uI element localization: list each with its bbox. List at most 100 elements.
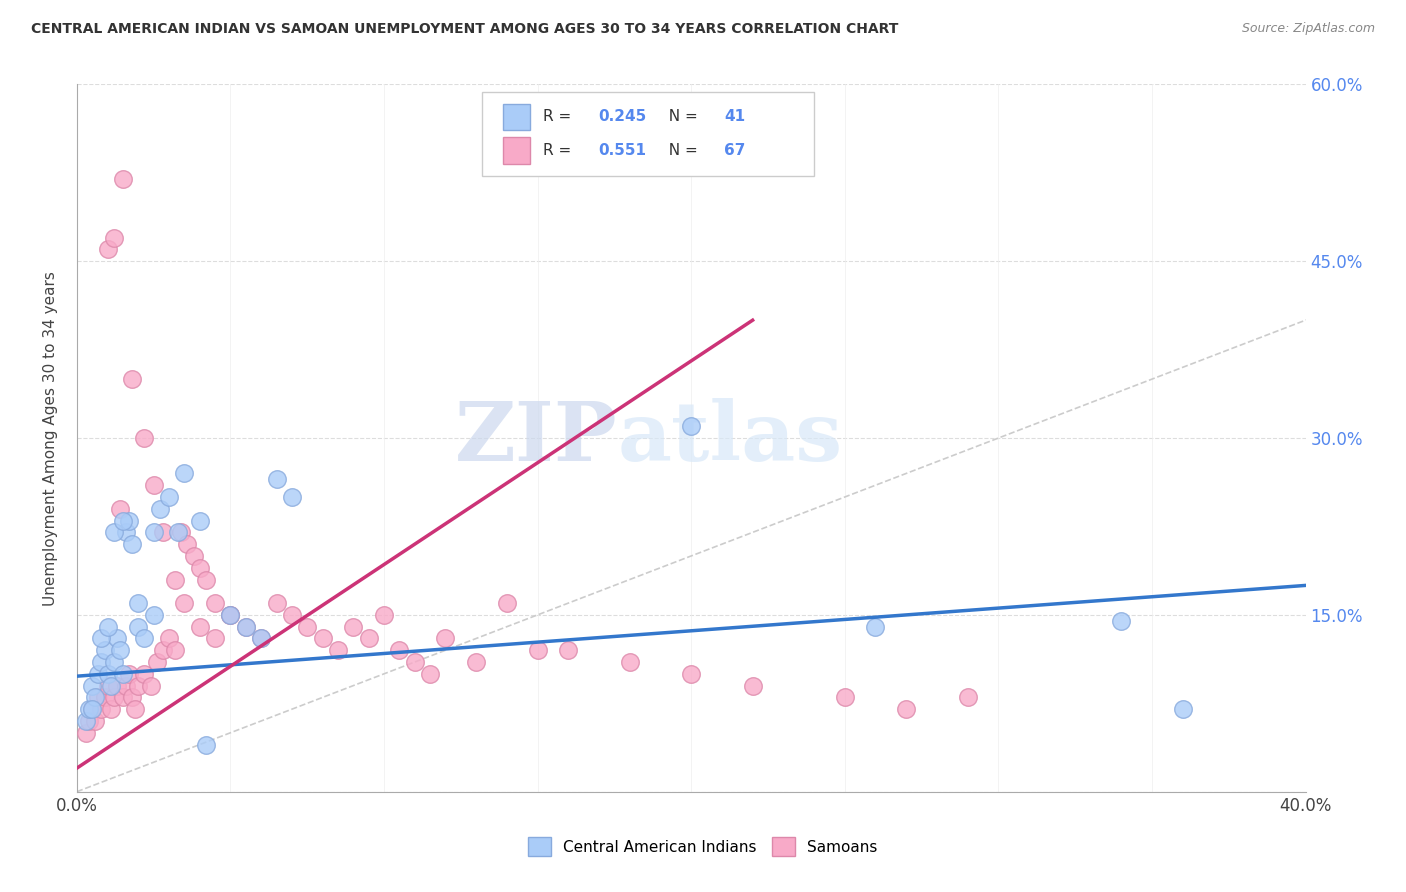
Point	[419, 666, 441, 681]
Point	[342, 620, 364, 634]
Point	[281, 607, 304, 622]
Point	[176, 537, 198, 551]
Point	[127, 596, 149, 610]
Text: atlas: atlas	[617, 398, 842, 478]
Point	[77, 714, 100, 728]
Point	[108, 643, 131, 657]
Text: N =: N =	[659, 143, 703, 158]
Point	[167, 525, 190, 540]
Text: R =: R =	[543, 143, 575, 158]
Point	[142, 525, 165, 540]
Text: N =: N =	[659, 110, 703, 125]
Point	[103, 655, 125, 669]
Point	[496, 596, 519, 610]
Point	[165, 573, 187, 587]
Point	[311, 632, 333, 646]
Point	[434, 632, 457, 646]
Point	[157, 632, 180, 646]
Point	[111, 690, 134, 705]
Point	[93, 643, 115, 657]
Point	[357, 632, 380, 646]
Point	[115, 525, 138, 540]
Point	[235, 620, 257, 634]
Point	[100, 702, 122, 716]
Text: ZIP: ZIP	[456, 398, 617, 478]
Point	[170, 525, 193, 540]
Point	[250, 632, 273, 646]
Point	[188, 560, 211, 574]
Point	[103, 525, 125, 540]
Bar	[503, 136, 530, 163]
Point	[142, 607, 165, 622]
Point	[97, 666, 120, 681]
Point	[326, 643, 349, 657]
Point	[111, 171, 134, 186]
Point	[165, 643, 187, 657]
Point	[103, 230, 125, 244]
Point	[108, 501, 131, 516]
Point	[134, 632, 156, 646]
Point	[118, 514, 141, 528]
Point	[111, 514, 134, 528]
Point	[121, 537, 143, 551]
Point	[619, 655, 641, 669]
Point	[183, 549, 205, 563]
Text: 0.245: 0.245	[598, 110, 647, 125]
Point	[105, 632, 128, 646]
Point	[250, 632, 273, 646]
Point	[93, 690, 115, 705]
Point	[139, 679, 162, 693]
Point	[145, 655, 167, 669]
Point	[741, 679, 763, 693]
Point	[82, 702, 104, 716]
Point	[388, 643, 411, 657]
Point	[97, 620, 120, 634]
Point	[90, 632, 112, 646]
Point	[526, 643, 548, 657]
Text: 67: 67	[724, 143, 745, 158]
Point	[204, 632, 226, 646]
Point	[865, 620, 887, 634]
Text: 0.551: 0.551	[598, 143, 645, 158]
Text: R =: R =	[543, 110, 575, 125]
Point	[194, 573, 217, 587]
Point	[404, 655, 426, 669]
Point	[118, 666, 141, 681]
Point	[84, 714, 107, 728]
Point	[266, 472, 288, 486]
Point	[834, 690, 856, 705]
Point	[77, 702, 100, 716]
Point	[1109, 614, 1132, 628]
Point	[134, 666, 156, 681]
Point	[681, 419, 703, 434]
Point	[465, 655, 488, 669]
Point	[127, 679, 149, 693]
Point	[90, 702, 112, 716]
Text: CENTRAL AMERICAN INDIAN VS SAMOAN UNEMPLOYMENT AMONG AGES 30 TO 34 YEARS CORRELA: CENTRAL AMERICAN INDIAN VS SAMOAN UNEMPL…	[31, 22, 898, 37]
Point	[956, 690, 979, 705]
Text: 41: 41	[724, 110, 745, 125]
Point	[82, 679, 104, 693]
Point	[121, 372, 143, 386]
Point	[173, 596, 195, 610]
Point	[173, 467, 195, 481]
Point	[134, 431, 156, 445]
Point	[97, 679, 120, 693]
Point	[1171, 702, 1194, 716]
Point	[204, 596, 226, 610]
Point	[297, 620, 319, 634]
Point	[105, 679, 128, 693]
Legend: Central American Indians, Samoans: Central American Indians, Samoans	[522, 831, 884, 862]
Point	[97, 243, 120, 257]
Point	[75, 725, 97, 739]
Point	[75, 714, 97, 728]
Point	[90, 655, 112, 669]
Point	[127, 620, 149, 634]
Point	[84, 690, 107, 705]
Point	[152, 643, 174, 657]
Point	[681, 666, 703, 681]
Point	[219, 607, 242, 622]
Point	[121, 690, 143, 705]
Point	[124, 702, 146, 716]
Point	[373, 607, 395, 622]
